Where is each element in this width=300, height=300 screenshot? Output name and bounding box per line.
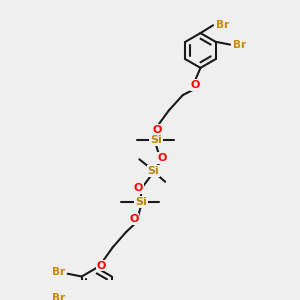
Text: Si: Si	[135, 197, 147, 207]
Text: O: O	[191, 80, 200, 90]
Text: O: O	[97, 261, 106, 271]
Text: Si: Si	[148, 166, 159, 176]
Text: O: O	[129, 214, 138, 224]
Text: Br: Br	[52, 293, 65, 300]
Text: O: O	[134, 183, 143, 193]
Text: Si: Si	[150, 135, 162, 145]
Text: O: O	[158, 153, 167, 163]
Text: Br: Br	[215, 20, 229, 30]
Text: Br: Br	[232, 40, 246, 50]
Text: O: O	[153, 124, 162, 135]
Text: Br: Br	[52, 267, 65, 277]
